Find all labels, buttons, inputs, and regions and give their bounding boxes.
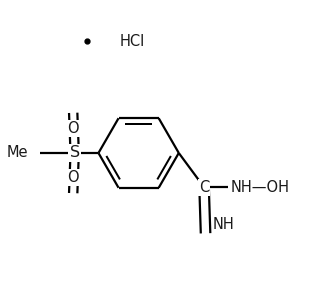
Text: O: O <box>67 170 79 185</box>
Text: S: S <box>70 145 80 161</box>
Text: HCl: HCl <box>119 34 145 49</box>
Text: NH: NH <box>213 217 235 232</box>
Text: O: O <box>67 121 79 136</box>
Text: NH—OH: NH—OH <box>230 180 289 195</box>
Text: C: C <box>199 180 209 195</box>
Text: Me: Me <box>7 145 29 161</box>
